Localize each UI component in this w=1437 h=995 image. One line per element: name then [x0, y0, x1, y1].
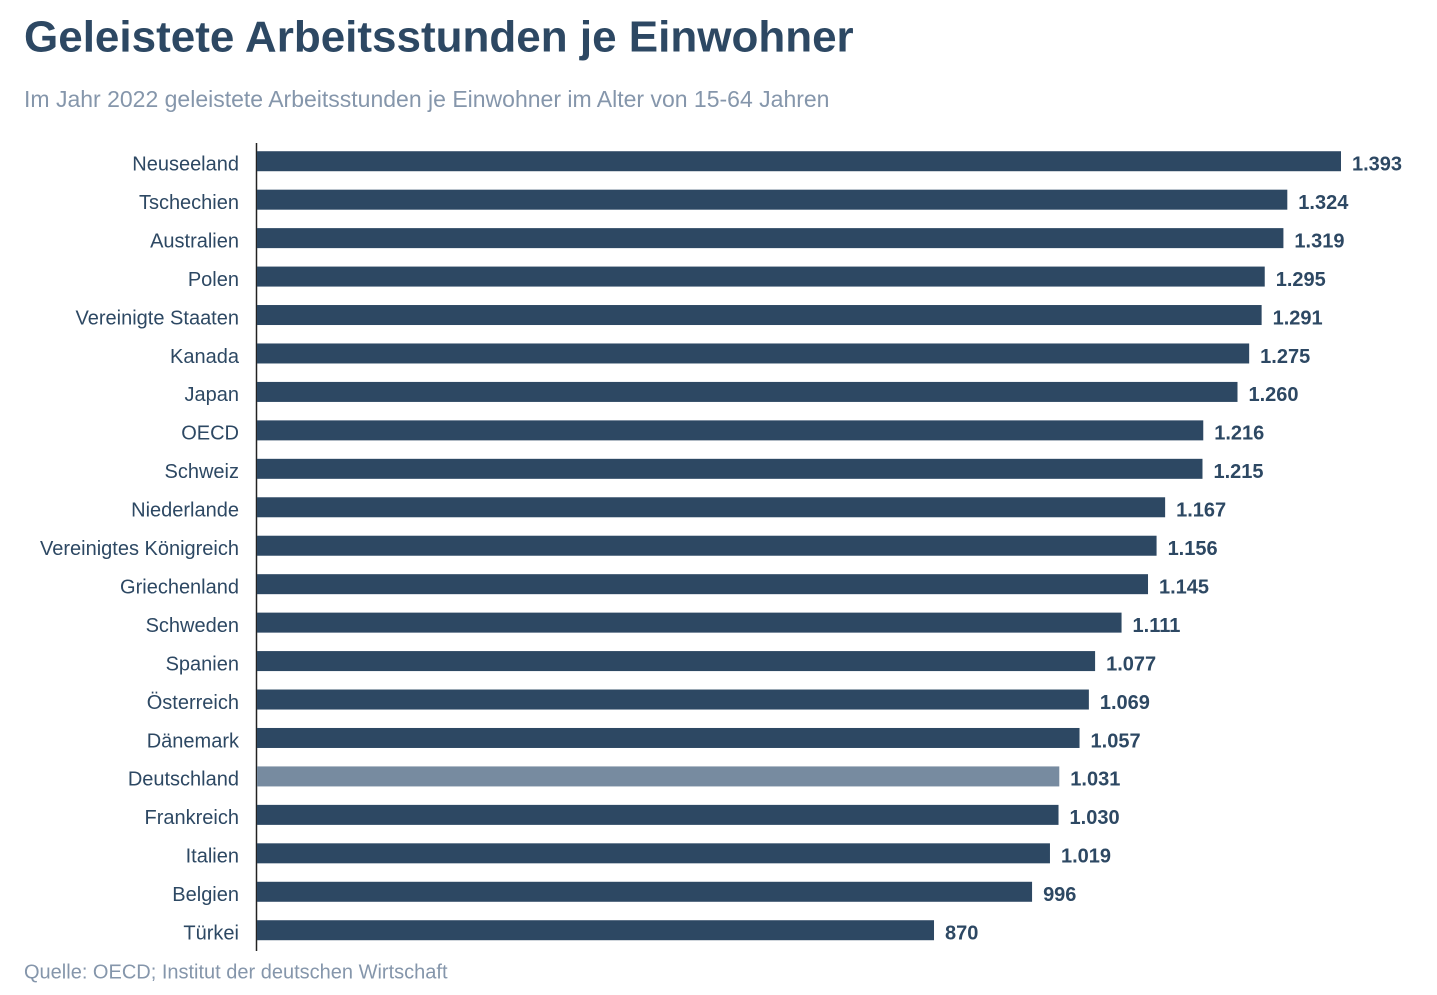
y-tick-label: Schweiz: [165, 461, 239, 483]
bar: [257, 420, 1204, 441]
value-label: 1.019: [1061, 846, 1111, 868]
value-label: 1.324: [1298, 192, 1349, 214]
chart-title: Geleistete Arbeitsstunden je Einwohner: [24, 13, 854, 62]
bar: [257, 266, 1265, 287]
bar: [257, 343, 1250, 364]
value-label: 1.319: [1294, 230, 1344, 252]
source-note: Quelle: OECD; Institut der deutschen Wir…: [24, 961, 448, 983]
y-tick-label: Polen: [188, 269, 239, 291]
value-label: 1.031: [1070, 769, 1120, 791]
value-label: 1.216: [1214, 423, 1264, 445]
bar: [257, 843, 1050, 864]
bar: [257, 727, 1080, 748]
y-tick-label: Vereinigtes Königreich: [40, 538, 239, 560]
value-label: 1.030: [1070, 807, 1120, 829]
bar: [257, 497, 1166, 518]
bar: [257, 305, 1262, 326]
y-tick-label: Tschechien: [139, 192, 239, 214]
bar: [257, 920, 935, 941]
bar: [257, 689, 1089, 710]
y-tick-label: Spanien: [166, 653, 239, 675]
value-label: 1.291: [1273, 307, 1323, 329]
y-tick-label: Dänemark: [147, 730, 240, 752]
chart-subtitle: Im Jahr 2022 geleistete Arbeitsstunden j…: [24, 86, 829, 112]
y-tick-label: Türkei: [183, 923, 239, 945]
bar: [257, 612, 1122, 633]
value-label: 1.260: [1249, 384, 1299, 406]
y-tick-label: Österreich: [147, 692, 239, 714]
bar: [257, 458, 1203, 479]
value-label: 1.145: [1159, 576, 1209, 598]
y-tick-label: Australien: [150, 230, 239, 252]
y-tick-label: OECD: [181, 423, 239, 445]
value-label: 870: [945, 923, 978, 945]
value-label: 1.295: [1276, 269, 1326, 291]
y-tick-label: Neuseeland: [132, 154, 239, 176]
value-label: 1.111: [1133, 615, 1181, 637]
y-tick-label: Belgien: [172, 884, 239, 906]
bar: [257, 535, 1157, 556]
value-label: 1.393: [1352, 154, 1402, 176]
y-tick-label: Griechenland: [120, 576, 239, 598]
value-label: 1.057: [1091, 730, 1141, 752]
y-tick-label: Italien: [186, 846, 239, 868]
y-tick-label: Schweden: [146, 615, 239, 637]
bar: [257, 881, 1033, 902]
value-label: 1.077: [1106, 653, 1156, 675]
value-label: 1.275: [1260, 346, 1310, 368]
bar: [257, 651, 1096, 672]
bar: [257, 574, 1149, 595]
value-label: 1.156: [1168, 538, 1218, 560]
value-label: 1.167: [1176, 500, 1226, 522]
bar: [257, 766, 1060, 787]
y-tick-label: Niederlande: [131, 500, 239, 522]
bar: [257, 804, 1059, 825]
y-tick-label: Vereinigte Staaten: [76, 307, 239, 329]
y-tick-label: Deutschland: [128, 769, 239, 791]
value-label: 996: [1043, 884, 1076, 906]
y-tick-label: Japan: [185, 384, 240, 406]
bar: [257, 381, 1238, 402]
value-label: 1.215: [1213, 461, 1263, 483]
bar: [257, 228, 1284, 249]
y-tick-label: Frankreich: [145, 807, 239, 829]
bar: [257, 151, 1341, 172]
y-tick-label: Kanada: [170, 346, 240, 368]
bar: [257, 189, 1288, 210]
value-label: 1.069: [1100, 692, 1150, 714]
